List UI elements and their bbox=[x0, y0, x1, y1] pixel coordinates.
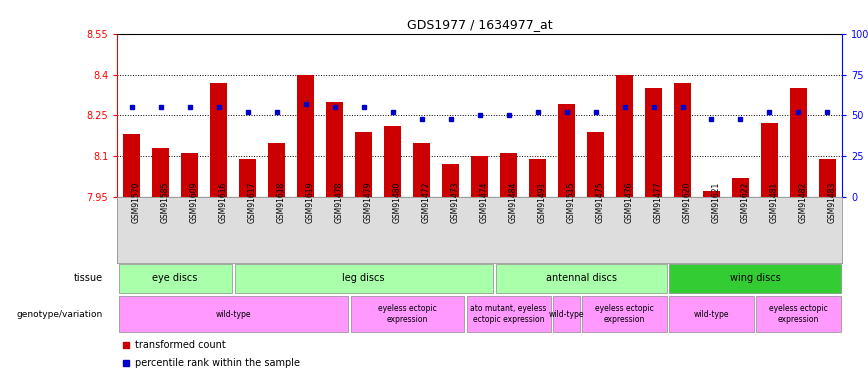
Text: GSM91618: GSM91618 bbox=[277, 182, 286, 223]
Text: leg discs: leg discs bbox=[342, 273, 385, 284]
Text: wild-type: wild-type bbox=[215, 310, 251, 319]
Text: eyeless ectopic
expression: eyeless ectopic expression bbox=[769, 304, 828, 324]
Text: GSM91478: GSM91478 bbox=[335, 182, 344, 223]
Bar bbox=[234, 264, 493, 293]
Bar bbox=[760, 123, 779, 197]
Text: GSM91621: GSM91621 bbox=[712, 182, 720, 223]
Text: GSM91476: GSM91476 bbox=[624, 182, 634, 223]
Text: wild-type: wild-type bbox=[694, 310, 729, 319]
Text: GSM91474: GSM91474 bbox=[480, 182, 489, 223]
Bar bbox=[268, 142, 286, 197]
Text: genotype/variation: genotype/variation bbox=[16, 310, 102, 319]
Bar bbox=[466, 296, 550, 332]
Text: GSM91479: GSM91479 bbox=[364, 182, 372, 223]
Text: wild-type: wild-type bbox=[549, 310, 584, 319]
Bar bbox=[732, 178, 749, 197]
Text: percentile rank within the sample: percentile rank within the sample bbox=[135, 358, 299, 369]
Bar bbox=[119, 264, 232, 293]
Bar bbox=[210, 83, 227, 197]
Bar bbox=[119, 296, 348, 332]
Text: GSM91477: GSM91477 bbox=[654, 182, 662, 223]
Text: GSM91619: GSM91619 bbox=[306, 182, 314, 223]
Bar bbox=[500, 153, 517, 197]
Bar bbox=[756, 296, 840, 332]
Bar bbox=[239, 159, 256, 197]
Bar bbox=[529, 159, 546, 197]
Bar bbox=[326, 102, 344, 197]
Bar bbox=[669, 296, 753, 332]
Bar bbox=[181, 153, 199, 197]
Bar bbox=[355, 132, 372, 197]
Bar bbox=[554, 296, 580, 332]
Text: GSM91473: GSM91473 bbox=[450, 182, 459, 223]
Text: GSM91617: GSM91617 bbox=[247, 182, 257, 223]
Bar bbox=[123, 134, 141, 197]
Text: ato mutant, eyeless
ectopic expression: ato mutant, eyeless ectopic expression bbox=[470, 304, 547, 324]
Text: GSM91620: GSM91620 bbox=[682, 182, 692, 223]
Bar bbox=[645, 88, 662, 197]
Text: GSM91483: GSM91483 bbox=[827, 182, 837, 223]
Text: tissue: tissue bbox=[74, 273, 102, 284]
Bar bbox=[413, 142, 431, 197]
Bar bbox=[615, 75, 634, 197]
Bar bbox=[442, 164, 459, 197]
Text: GSM91491: GSM91491 bbox=[537, 182, 547, 223]
Text: GSM91484: GSM91484 bbox=[509, 182, 517, 223]
Bar bbox=[669, 264, 840, 293]
Text: transformed count: transformed count bbox=[135, 340, 226, 350]
Bar bbox=[819, 159, 836, 197]
Bar bbox=[470, 156, 489, 197]
Title: GDS1977 / 1634977_at: GDS1977 / 1634977_at bbox=[407, 18, 552, 31]
Text: wing discs: wing discs bbox=[730, 273, 780, 284]
Bar bbox=[152, 148, 169, 197]
Bar bbox=[496, 264, 667, 293]
Text: GSM91515: GSM91515 bbox=[567, 182, 575, 223]
Bar bbox=[703, 192, 720, 197]
Text: GSM91482: GSM91482 bbox=[799, 182, 807, 223]
Text: GSM91585: GSM91585 bbox=[161, 182, 169, 223]
Text: GSM91475: GSM91475 bbox=[595, 182, 604, 223]
Bar bbox=[384, 126, 401, 197]
Text: GSM91622: GSM91622 bbox=[740, 182, 749, 223]
Text: antennal discs: antennal discs bbox=[546, 273, 616, 284]
Bar bbox=[297, 75, 314, 197]
Text: GSM91609: GSM91609 bbox=[190, 182, 199, 223]
Text: eyeless ectopic
expression: eyeless ectopic expression bbox=[378, 304, 437, 324]
Bar bbox=[674, 83, 691, 197]
Text: eye discs: eye discs bbox=[153, 273, 198, 284]
Text: eyeless ectopic
expression: eyeless ectopic expression bbox=[595, 304, 654, 324]
Bar bbox=[790, 88, 807, 197]
Bar bbox=[351, 296, 464, 332]
Text: GSM91616: GSM91616 bbox=[219, 182, 227, 223]
Text: GSM91480: GSM91480 bbox=[392, 182, 402, 223]
Bar bbox=[587, 132, 604, 197]
Bar bbox=[582, 296, 667, 332]
Text: GSM91481: GSM91481 bbox=[769, 182, 779, 223]
Text: GSM91472: GSM91472 bbox=[422, 182, 431, 223]
Text: GSM91570: GSM91570 bbox=[132, 182, 141, 223]
Bar bbox=[558, 105, 575, 197]
